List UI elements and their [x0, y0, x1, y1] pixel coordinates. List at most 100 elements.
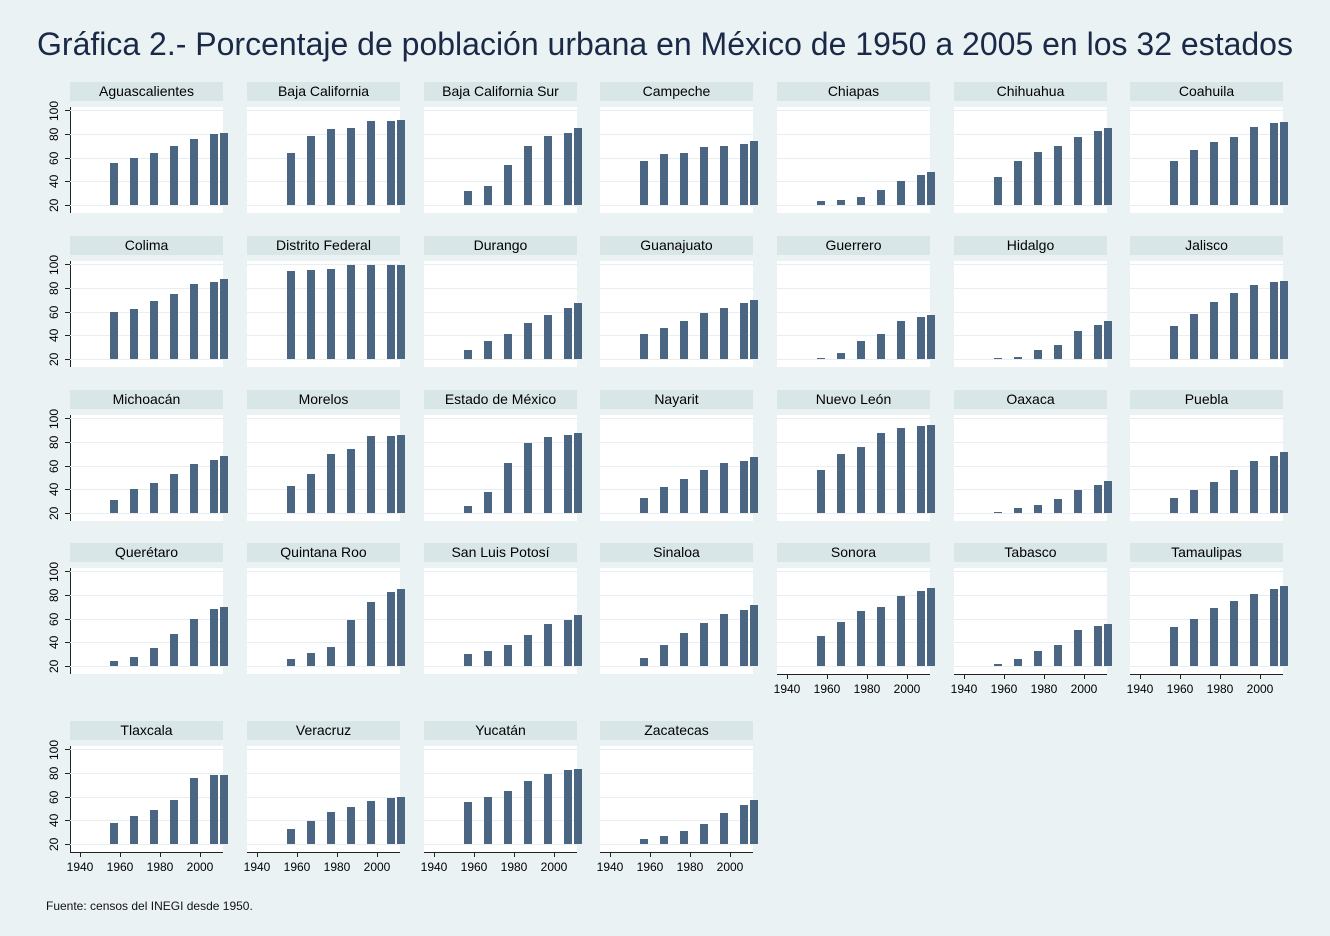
bar-distrito-federal-1960: [307, 269, 315, 359]
gridline: [247, 796, 400, 798]
y-tick-label: 80: [47, 766, 61, 780]
bar-campeche-1970: [680, 152, 688, 205]
gridline: [70, 618, 223, 620]
bar-aguascalientes-1950: [110, 163, 118, 205]
bar-distrito-federal-1980: [347, 265, 355, 359]
gridline: [1130, 110, 1283, 111]
y-tick-mark: [65, 820, 70, 822]
plot-area-sonora: [777, 568, 930, 674]
y-tick-mark: [65, 772, 70, 774]
gridline: [600, 513, 753, 514]
bar-guerrero-1970: [857, 341, 865, 359]
bar-guerrero-2005: [927, 315, 935, 359]
bar-chihuahua-1980: [1054, 145, 1062, 205]
bar-colima-1980: [170, 293, 178, 359]
bar-distrito-federal-1950: [287, 271, 295, 359]
y-tick-mark: [65, 489, 70, 491]
gridline: [70, 311, 223, 313]
bar-baja-california-sur-1990: [544, 136, 552, 205]
bar-oaxaca-2005: [1104, 480, 1112, 513]
bar-campeche-2000: [740, 144, 748, 205]
panel-title-sonora: Sonora: [777, 543, 930, 562]
gridline: [70, 796, 223, 798]
bar-hidalgo-1970: [1034, 349, 1042, 359]
x-tick-mark: [1004, 674, 1005, 679]
panel-title-coahuila: Coahuila: [1130, 82, 1283, 101]
bar-morelos-1990: [367, 435, 375, 513]
gridline: [424, 110, 577, 111]
gridline: [70, 418, 223, 419]
panel-title-oaxaca: Oaxaca: [954, 390, 1107, 409]
y-tick-mark: [65, 205, 70, 206]
panel-title-aguascalientes: Aguascalientes: [70, 82, 223, 101]
gridline: [247, 618, 400, 620]
bar-sinaloa-1960: [660, 644, 668, 666]
bar-hidalgo-1990: [1074, 330, 1082, 359]
bar-san-luis-potosi-2005: [574, 614, 582, 666]
panel-title-baja-california-sur: Baja California Sur: [424, 82, 577, 101]
bar-tlaxcala-2005: [220, 775, 228, 844]
gridline: [70, 571, 223, 572]
bar-queretaro-1970: [150, 648, 158, 666]
gridline: [777, 205, 930, 206]
gridline: [600, 465, 753, 467]
gridline: [1130, 618, 1283, 620]
gridline: [70, 181, 223, 183]
gridline: [424, 205, 577, 206]
bar-colima-2000: [210, 281, 218, 359]
gridline: [777, 642, 930, 644]
bar-colima-1960: [130, 309, 138, 359]
gridline: [600, 311, 753, 313]
x-axis-line: [247, 852, 400, 853]
y-tick-mark: [65, 666, 70, 667]
x-tick-mark: [474, 852, 475, 857]
bar-yucatan-1960: [484, 796, 492, 844]
bar-san-luis-potosi-1990: [544, 624, 552, 666]
gridline: [600, 749, 753, 750]
plot-area-colima: [70, 261, 223, 367]
y-axis-line: [70, 746, 71, 852]
y-tick-label: 20: [47, 352, 61, 366]
gridline: [600, 287, 753, 289]
bar-jalisco-1990: [1250, 285, 1258, 359]
bar-chiapas-1950: [817, 201, 825, 205]
bar-baja-california-sur-2005: [574, 127, 582, 205]
bar-estado-de-mexico-1960: [484, 491, 492, 513]
gridline: [954, 359, 1107, 360]
gridline: [600, 264, 753, 265]
plot-area-zacatecas: [600, 746, 753, 852]
x-tick-mark: [610, 852, 611, 857]
gridline: [600, 418, 753, 419]
gridline: [777, 465, 930, 467]
gridline: [424, 796, 577, 798]
x-tick-mark: [964, 674, 965, 679]
bar-aguascalientes-2000: [210, 133, 218, 205]
bar-coahuila-1960: [1190, 150, 1198, 205]
y-tick-label: 60: [47, 612, 61, 626]
bar-sonora-1980: [877, 606, 885, 666]
y-tick-label: 60: [47, 151, 61, 165]
gridline: [777, 441, 930, 443]
bar-distrito-federal-2000: [387, 265, 395, 359]
x-tick-label: 1980: [146, 860, 174, 874]
bar-aguascalientes-1980: [170, 145, 178, 205]
bar-durango-1990: [544, 315, 552, 359]
plot-area-distrito-federal: [247, 261, 400, 367]
x-tick-label: 1980: [1206, 682, 1234, 696]
bar-tamaulipas-1960: [1190, 618, 1198, 666]
plot-area-guerrero: [777, 261, 930, 367]
gridline: [777, 359, 930, 360]
bar-oaxaca-2000: [1094, 484, 1102, 513]
bar-nayarit-1980: [700, 470, 708, 513]
bar-queretaro-1980: [170, 633, 178, 666]
gridline: [954, 571, 1107, 572]
y-tick-mark: [65, 110, 70, 111]
bar-colima-2005: [220, 279, 228, 359]
gridline: [954, 441, 1107, 443]
gridline: [424, 441, 577, 443]
gridline: [777, 666, 930, 667]
bar-guanajuato-1950: [640, 334, 648, 359]
bar-yucatan-1980: [524, 781, 532, 844]
plot-area-puebla: [1130, 415, 1283, 521]
x-tick-mark: [1220, 674, 1221, 679]
